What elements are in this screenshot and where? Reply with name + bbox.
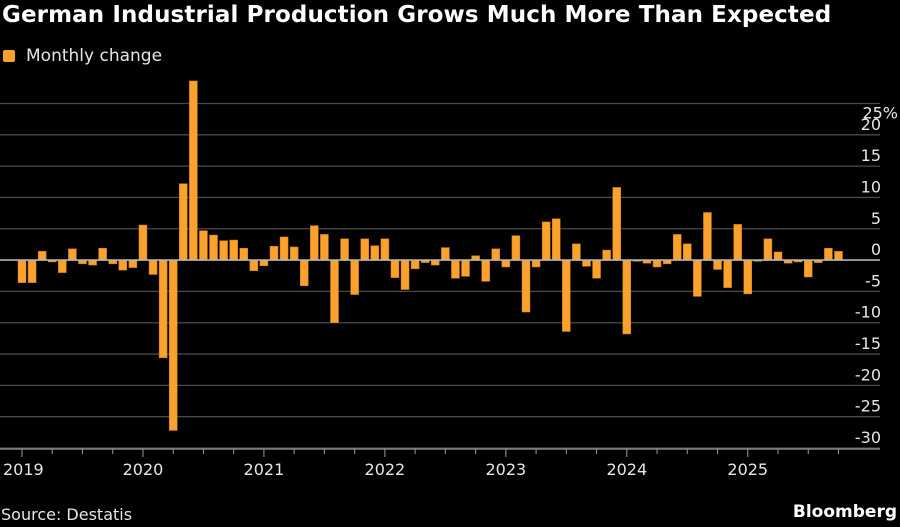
x-tick-label: 2022 — [365, 460, 406, 479]
bar-2025-04 — [773, 251, 783, 261]
x-tick-label: 2025 — [727, 460, 768, 479]
x-tick-label: 2019 — [3, 460, 44, 479]
bar-2020-10 — [229, 239, 238, 261]
bar-2021-08 — [330, 259, 339, 323]
bar-2020-09 — [219, 240, 228, 261]
bar-2021-11 — [360, 238, 369, 261]
bar-2023-08 — [572, 243, 581, 261]
bar-2019-05 — [58, 259, 67, 273]
bar-2025-09 — [824, 247, 833, 261]
bar-2023-06 — [551, 218, 561, 261]
y-tick-label: -5 — [865, 271, 881, 290]
legend: Monthly change — [3, 46, 162, 66]
y-tick-label: -15 — [855, 334, 881, 353]
x-tick-label: 2021 — [244, 460, 285, 479]
bar-2021-09 — [340, 238, 349, 261]
source-note: Source: Destatis — [1, 505, 133, 524]
bar-2019-01 — [17, 259, 27, 283]
x-tick-label: 2024 — [606, 460, 647, 479]
bar-2020-06 — [189, 80, 198, 261]
bar-2025-03 — [763, 238, 773, 261]
bar-2022-11 — [481, 259, 490, 282]
bloomberg-logo: Bloomberg — [792, 502, 897, 522]
bar-2020-02 — [148, 259, 158, 275]
bar-2020-01 — [138, 224, 148, 261]
bar-2024-01 — [622, 259, 632, 335]
y-tick-label: 20 — [861, 115, 881, 134]
bar-2019-09 — [98, 247, 107, 261]
bar-2020-12 — [249, 259, 259, 271]
y-tick-label: 5 — [871, 209, 881, 228]
bar-2019-11 — [118, 259, 128, 271]
bar-2025-07 — [803, 259, 813, 278]
y-tick-label: -20 — [855, 365, 881, 384]
bar-2023-02 — [511, 235, 521, 261]
bar-2019-02 — [27, 259, 37, 283]
y-tick-label: 0 — [871, 240, 881, 259]
bar-2022-03 — [400, 259, 410, 290]
bar-2019-12 — [128, 259, 138, 268]
bar-2022-01 — [380, 238, 390, 261]
legend-swatch-icon — [3, 50, 15, 62]
bar-2023-07 — [562, 259, 571, 332]
bar-2020-05 — [179, 183, 188, 261]
x-axis: 2019 2020 2021 2022 2023 2024 2025 — [0, 448, 880, 479]
bar-2021-10 — [350, 259, 359, 295]
y-tick-label: 15 — [861, 146, 881, 165]
bar-2020-07 — [199, 230, 208, 261]
bar-2022-07 — [441, 247, 450, 261]
bar-2024-09 — [703, 212, 712, 261]
bar-2021-03 — [279, 236, 289, 261]
bar-2024-12 — [733, 224, 742, 261]
legend-label: Monthly change — [26, 46, 163, 66]
bar-2023-05 — [541, 221, 551, 261]
y-tick-label: 10 — [861, 177, 881, 196]
bar-2021-02 — [269, 246, 279, 261]
bar-2023-04 — [531, 259, 541, 268]
bar-2022-02 — [390, 259, 400, 278]
bar-2020-11 — [239, 247, 249, 261]
x-tick-label: 2020 — [123, 460, 164, 479]
bar-2023-11 — [602, 249, 611, 261]
x-tick-label: 2023 — [485, 460, 526, 479]
bar-2019-03 — [37, 251, 47, 261]
chart-title: German Industrial Production Grows Much … — [2, 2, 832, 28]
y-tick-label: -25 — [855, 397, 881, 416]
bar-2024-11 — [723, 259, 732, 288]
bar-2023-03 — [521, 259, 531, 313]
bar-2024-07 — [683, 243, 692, 261]
bar-2021-07 — [320, 234, 329, 261]
bar-2021-04 — [289, 246, 299, 261]
bar-2023-12 — [612, 187, 621, 261]
bar-2022-08 — [451, 259, 460, 279]
bar-2022-12 — [491, 248, 501, 261]
bar-2021-01 — [259, 259, 269, 266]
bar-2020-04 — [168, 259, 178, 431]
bar-2020-08 — [209, 234, 218, 261]
y-axis-ticks: 25%20 15 10 5 0 -5 -10 -15 -20 -25 -30 — [855, 104, 898, 448]
bar-2024-06 — [672, 234, 682, 261]
bar-2024-04 — [652, 259, 662, 268]
y-tick-label: 25% — [862, 104, 898, 123]
bar-2020-03 — [158, 259, 168, 359]
bar-2021-06 — [310, 225, 319, 261]
bar-2023-01 — [501, 259, 511, 268]
bars — [17, 80, 843, 431]
bar-2025-10 — [834, 251, 843, 261]
bar-2023-10 — [592, 259, 601, 279]
bar-2019-06 — [68, 248, 77, 261]
gridlines — [0, 102, 880, 449]
y-tick-label: -30 — [855, 428, 881, 447]
y-tick-label: -10 — [855, 303, 881, 322]
bar-2024-10 — [713, 259, 722, 270]
bar-2024-08 — [693, 259, 702, 297]
bar-2025-01 — [743, 259, 753, 295]
bar-2023-09 — [582, 259, 591, 267]
bar-2021-12 — [370, 245, 380, 261]
bar-2021-05 — [299, 259, 309, 287]
bar-2022-09 — [461, 259, 470, 277]
bar-2022-04 — [410, 259, 420, 270]
